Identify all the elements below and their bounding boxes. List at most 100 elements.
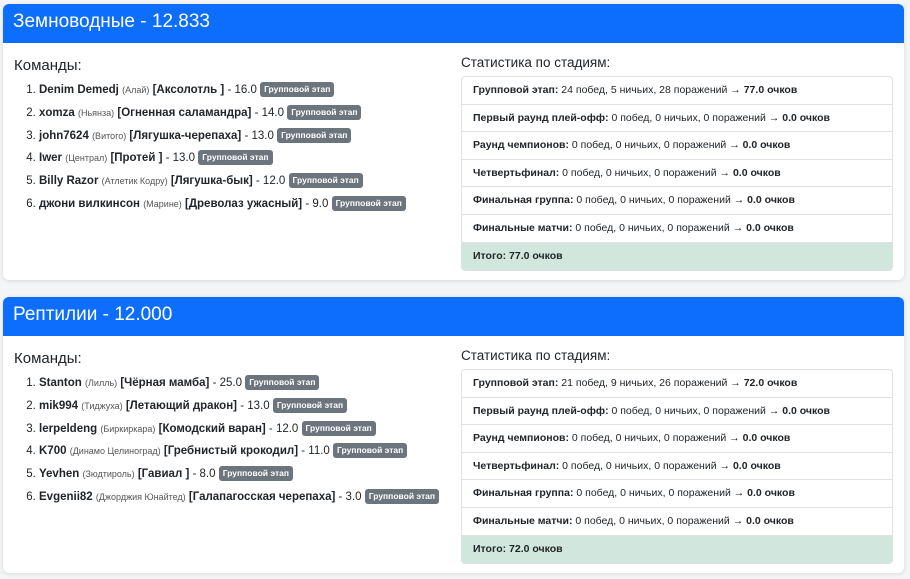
- stage-points: 0.0 очков: [732, 166, 781, 179]
- stage-badge: Групповой этап: [331, 195, 406, 211]
- player-name: Iwer: [39, 152, 63, 165]
- team-score: - 13.0: [244, 129, 274, 142]
- stage-badge: Групповой этап: [245, 375, 320, 390]
- club-name: (Витого): [92, 130, 127, 141]
- stage-badge: Групповой этап: [333, 443, 408, 459]
- stage-record: 21 побед, 9 ничьих, 26 поражений →: [561, 377, 741, 389]
- stats-heading: Статистика по стадиям:: [461, 55, 611, 70]
- teams-heading: Команды:: [14, 350, 82, 367]
- teams-section: Команды: Denim Demedj (Алай) [Аксолотль …: [14, 57, 444, 218]
- player-name: K700: [39, 445, 67, 458]
- creature-name: [Галапагосская черепаха]: [188, 490, 336, 503]
- group-title: Земноводные - 12.833: [3, 4, 904, 43]
- team-score: - 9.0: [305, 197, 329, 210]
- club-name: (Тиджуха): [81, 400, 123, 411]
- player-name: Denim Demedj: [39, 84, 119, 96]
- stage-name: Финальные матчи:: [473, 221, 573, 234]
- team-score: - 3.0: [338, 490, 362, 503]
- stats-total: Итого: 72.0 очков: [462, 535, 892, 563]
- creature-name: [Гавиал ]: [137, 468, 190, 481]
- player-name: mik994: [39, 399, 79, 412]
- stage-points: 0.0 очков: [747, 194, 795, 207]
- stage-badge: Групповой этап: [301, 420, 376, 436]
- team-item: john7624 (Витого) [Лягушка-черепаха] - 1…: [39, 127, 444, 150]
- team-item: lerpeldeng (Биркиркара) [Комодский варан…: [39, 420, 444, 443]
- stage-record: 0 побед, 0 ничьих, 0 поражений →: [611, 111, 780, 124]
- stage-badge: Групповой этап: [364, 488, 440, 504]
- team-item: Iwer (Централ) [Протей ] - 13.0 Группово…: [39, 149, 444, 172]
- stage-name: Четвертьфинал:: [473, 166, 560, 179]
- stat-row: Групповой этап: 24 побед, 5 ничьих, 28 п…: [462, 77, 892, 105]
- creature-name: [Древолаз ужасный]: [185, 197, 303, 210]
- stage-name: Раунд чемпионов:: [473, 139, 569, 152]
- team-score: - 16.0: [227, 84, 257, 96]
- club-name: (Лилль): [85, 378, 118, 388]
- team-item: Yevhen (Зюдтироль) [Гавиал ] - 8.0 Групп…: [39, 465, 444, 488]
- stage-name: Четвертьфинал:: [473, 459, 560, 472]
- stat-row: Первый раунд плей-офф: 0 побед, 0 ничьих…: [462, 105, 892, 133]
- creature-name: [Огненная саламандра]: [117, 106, 252, 119]
- stage-record: 0 побед, 0 ничьих, 0 поражений →: [562, 166, 731, 179]
- club-name: (Джорджия Юнайтед): [95, 491, 186, 502]
- stage-badge: Групповой этап: [272, 397, 348, 413]
- club-name: (Ньянза): [78, 107, 115, 118]
- player-name: xomza: [39, 106, 75, 119]
- stage-badge: Групповой этап: [198, 150, 273, 166]
- team-score: - 25.0: [212, 377, 242, 389]
- club-name: (Биркиркара): [100, 423, 156, 434]
- stage-record: 0 побед, 0 ничьих, 0 поражений →: [576, 487, 745, 500]
- stage-name: Финальные матчи:: [473, 514, 573, 527]
- creature-name: [Чёрная мамба]: [120, 377, 210, 389]
- team-score: - 8.0: [192, 468, 216, 481]
- group-card: Рептилии - 12.000 Команды: Stanton (Лилл…: [3, 297, 904, 573]
- player-name: john7624: [39, 129, 89, 142]
- stage-name: Раунд чемпионов:: [473, 432, 569, 445]
- creature-name: [Гребнистый крокодил]: [163, 445, 299, 458]
- club-name: (Динамо Целиноград): [69, 446, 161, 457]
- stage-name: Финальная группа:: [473, 487, 574, 500]
- teams-list: Stanton (Лилль) [Чёрная мамба] - 25.0 Гр…: [14, 374, 444, 511]
- team-score: - 12.0: [268, 422, 299, 435]
- club-name: (Алай): [122, 85, 150, 95]
- stat-row: Финальные матчи: 0 побед, 0 ничьих, 0 по…: [462, 508, 892, 536]
- stage-points: 72.0 очков: [743, 377, 798, 389]
- stage-name: Первый раунд плей-офф:: [473, 404, 609, 417]
- stat-row: Раунд чемпионов: 0 побед, 0 ничьих, 0 по…: [462, 132, 892, 160]
- teams-list: Denim Demedj (Алай) [Аксолотль ] - 16.0 …: [14, 81, 444, 218]
- creature-name: [Комодский варан]: [158, 422, 266, 435]
- stat-row: Первый раунд плей-офф: 0 побед, 0 ничьих…: [462, 398, 892, 426]
- stats-section: Статистика по стадиям: Групповой этап: 2…: [461, 348, 893, 564]
- stage-points: 0.0 очков: [782, 404, 830, 417]
- stat-row: Финальные матчи: 0 побед, 0 ничьих, 0 по…: [462, 215, 892, 243]
- stage-points: 0.0 очков: [742, 432, 791, 445]
- creature-name: [Лягушка-черепаха]: [129, 129, 242, 142]
- creature-name: [Протей ]: [110, 152, 163, 165]
- stage-record: 0 побед, 0 ничьих, 0 поражений →: [575, 221, 744, 234]
- stage-record: 0 побед, 0 ничьих, 0 поражений →: [571, 432, 740, 445]
- team-item: джони вилкинсон (Марине) [Древолаз ужасн…: [39, 195, 444, 218]
- team-item: Billy Razor (Атлетик Кодру) [Лягушка-бык…: [39, 172, 444, 195]
- player-name: Billy Razor: [39, 175, 99, 188]
- stat-row: Четвертьфинал: 0 побед, 0 ничьих, 0 пора…: [462, 453, 892, 481]
- stat-row: Групповой этап: 21 побед, 9 ничьих, 26 п…: [462, 370, 892, 398]
- stat-row: Раунд чемпионов: 0 побед, 0 ничьих, 0 по…: [462, 425, 892, 453]
- stage-record: 0 побед, 0 ничьих, 0 поражений →: [562, 459, 731, 472]
- stage-name: Первый раунд плей-офф:: [473, 111, 609, 124]
- stage-name: Групповой этап:: [473, 84, 559, 96]
- teams-section: Команды: Stanton (Лилль) [Чёрная мамба] …: [14, 350, 444, 511]
- stage-points: 77.0 очков: [743, 84, 798, 96]
- stats-total: Итого: 77.0 очков: [462, 242, 892, 270]
- stage-record: 0 побед, 0 ничьих, 0 поражений →: [576, 194, 745, 207]
- stage-points: 0.0 очков: [746, 221, 794, 234]
- group-title: Рептилии - 12.000: [3, 297, 904, 336]
- team-item: Evgenii82 (Джорджия Юнайтед) [Галапагосс…: [39, 488, 444, 511]
- stage-name: Групповой этап:: [473, 377, 559, 389]
- club-name: (Зюдтироль): [82, 469, 135, 480]
- team-score: - 14.0: [254, 106, 284, 119]
- club-name: (Централ): [65, 153, 108, 164]
- player-name: Evgenii82: [39, 490, 93, 503]
- stats-heading: Статистика по стадиям:: [461, 348, 611, 363]
- group-card: Земноводные - 12.833 Команды: Denim Deme…: [3, 4, 904, 280]
- creature-name: [Аксолотль ]: [152, 84, 225, 96]
- team-item: K700 (Динамо Целиноград) [Гребнистый кро…: [39, 442, 444, 465]
